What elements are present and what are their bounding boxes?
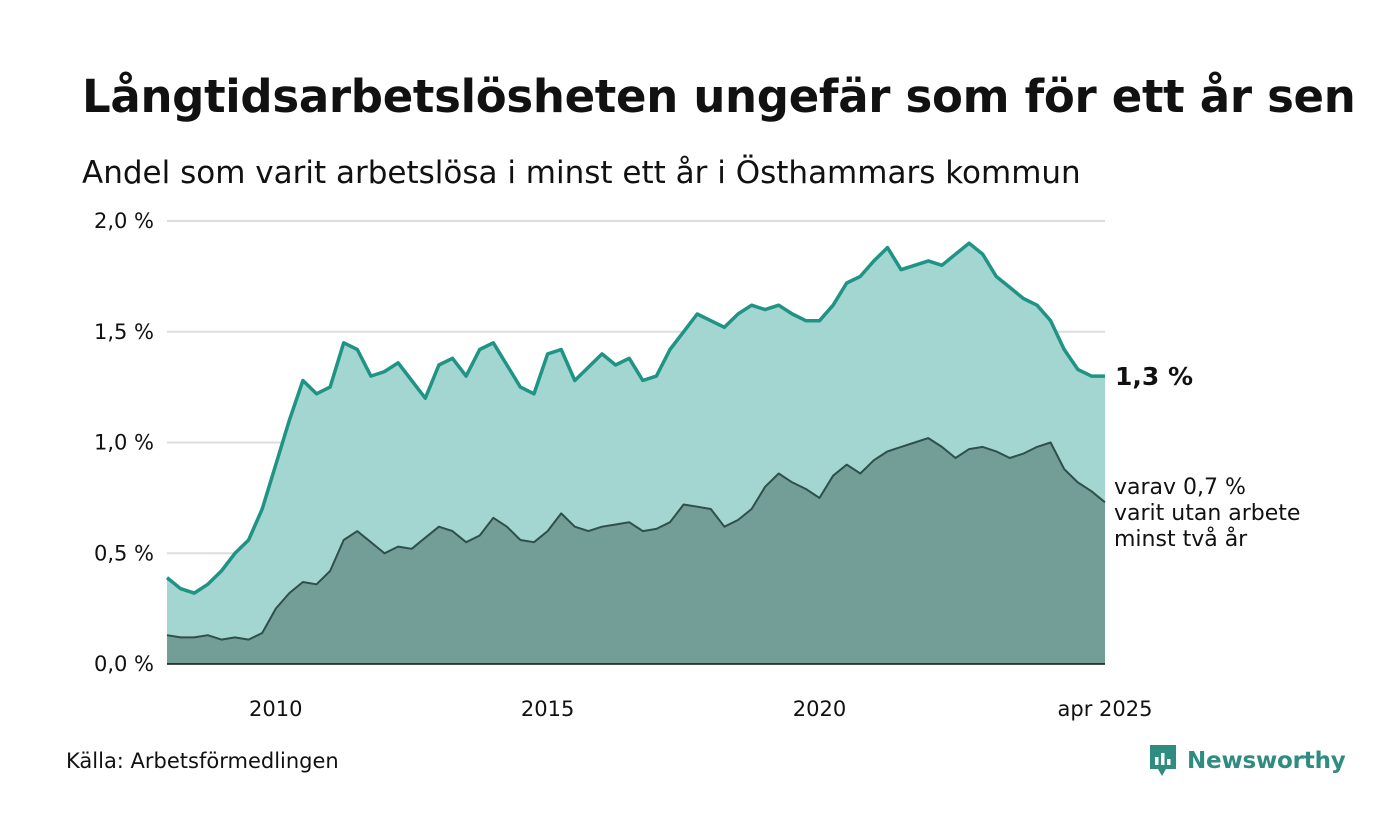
page-subtitle: Andel som varit arbetslösa i minst ett å… bbox=[82, 155, 1081, 191]
x-tick-label: 2015 bbox=[521, 697, 574, 721]
main-series-end-label: 1,3 % bbox=[1115, 362, 1193, 391]
y-tick-label: 1,5 % bbox=[94, 320, 154, 344]
y-tick-label: 2,0 % bbox=[94, 209, 154, 233]
axes: 0,0 % 0,5 % 1,0 % 1,5 % 2,0 % 2010 2015 2020 apr… bbox=[94, 209, 1153, 721]
brand-name: Newsworthy bbox=[1187, 748, 1346, 774]
x-tick-label: 2010 bbox=[249, 697, 302, 721]
main-series-line bbox=[165, 241, 1105, 595]
series-labels: 1,3 % varav 0,7 % varit utan arbete mins… bbox=[1114, 362, 1307, 552]
newsworthy-logo-icon bbox=[1150, 745, 1176, 776]
sub-series-area bbox=[167, 438, 1105, 664]
series-areas bbox=[165, 241, 1106, 664]
sub-label-line: minst två år bbox=[1114, 526, 1248, 552]
x-tick-label: 2020 bbox=[793, 697, 846, 721]
y-tick-label: 1,0 % bbox=[94, 431, 154, 455]
source-note: Källa: Arbetsförmedlingen bbox=[66, 749, 339, 773]
brand-logo: Newsworthy bbox=[1148, 743, 1346, 779]
sub-label-line: varav 0,7 % bbox=[1114, 475, 1246, 500]
y-tick-label: 0,5 % bbox=[94, 541, 154, 565]
x-tick-label: apr 2025 bbox=[1058, 697, 1153, 721]
sub-series-line bbox=[166, 437, 1106, 641]
page-title: Långtidsarbetslösheten ungefär som för e… bbox=[82, 70, 1356, 123]
sub-label-line: varit utan arbete bbox=[1114, 501, 1300, 526]
sub-series-end-label: varav 0,7 % varit utan arbete minst två … bbox=[1114, 475, 1307, 552]
y-tick-label: 0,0 % bbox=[94, 652, 154, 676]
